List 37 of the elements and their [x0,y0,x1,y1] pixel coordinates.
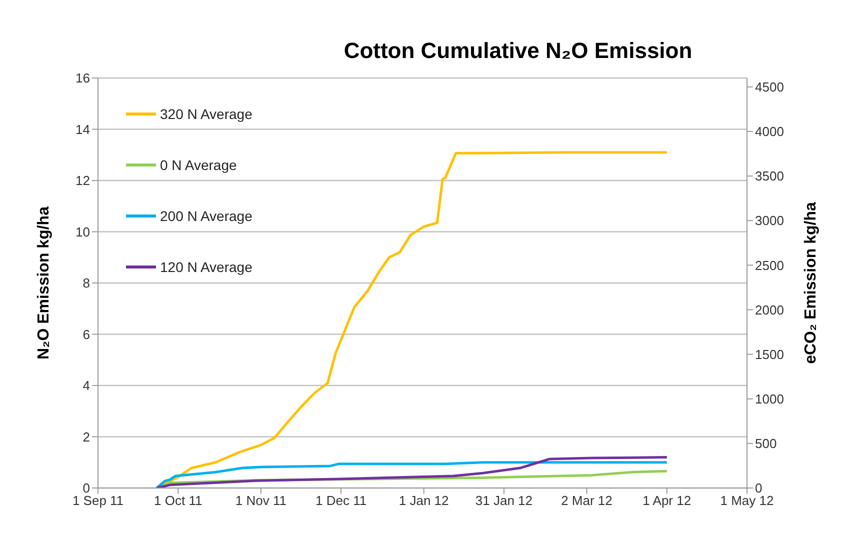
y2-tick-label: 3000 [755,213,784,228]
y2-tick-label: 1500 [755,346,784,362]
x-tick-label: 2 Mar 12 [561,493,612,508]
legend-label: 200 N Average [160,208,252,224]
x-tick-label: 1 Apr 12 [642,493,692,508]
y-tick-label: 14 [76,122,90,137]
y-tick-label: 12 [76,173,90,188]
x-tick-label: 1 Oct 11 [154,493,202,508]
y-tick-label: 0 [82,480,90,496]
line-series [156,461,668,488]
y-tick-label: 6 [82,326,90,342]
y2-tick-label: 2500 [755,258,784,273]
y2-tick-label: 2000 [755,302,784,318]
y2-tick-label: 3500 [755,168,784,184]
y2-axis-title: eCO₂ Emission kg/ha [802,202,820,364]
x-tick-label: 1 Nov 11 [235,493,286,508]
y-tick-label: 16 [76,70,90,86]
y-tick-label: 4 [82,378,90,394]
legend-label: 320 N Average [160,106,252,122]
chart-title: Cotton Cumulative N₂O Emission [342,38,694,64]
x-tick-label: 1 May 12 [720,493,774,508]
y2-tick-label: 0 [755,480,762,496]
y-tick-label: 10 [76,224,90,240]
y-tick-label: 2 [82,429,90,444]
x-tick-label: 1 Jan 12 [398,493,449,508]
x-tick-label: 31 Jan 12 [475,493,533,508]
x-tick-label: 1 Dec 11 [316,493,367,508]
y2-tick-label: 4000 [755,124,784,140]
x-tick-label: 1 Sep 11 [72,493,124,508]
y2-tick-label: 500 [755,436,777,452]
line-series [156,456,668,488]
legend-label: 120 N Average [160,258,252,274]
y-axis-title: N₂O Emission kg/ha [36,206,53,360]
y2-tick-label: 4500 [755,80,784,95]
y-tick-label: 8 [82,276,90,291]
legend-label: 0 N Average [160,156,237,172]
y2-tick-label: 1000 [755,391,784,406]
